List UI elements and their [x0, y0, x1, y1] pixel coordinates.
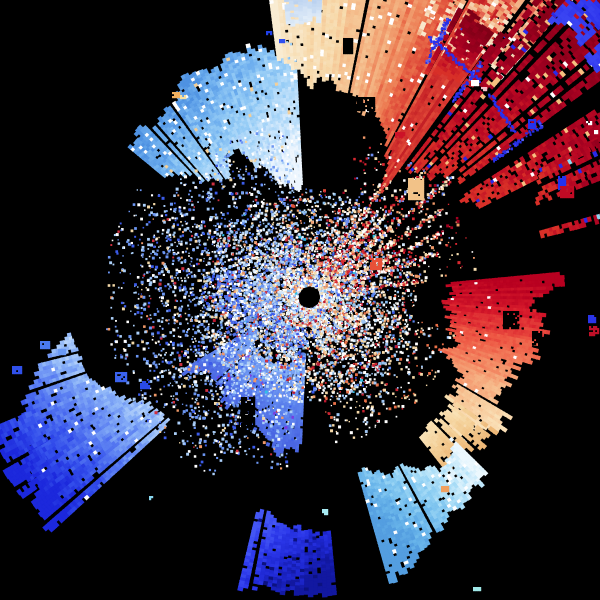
radar-canvas	[0, 0, 600, 600]
radar-velocity-ppi-display	[0, 0, 600, 600]
